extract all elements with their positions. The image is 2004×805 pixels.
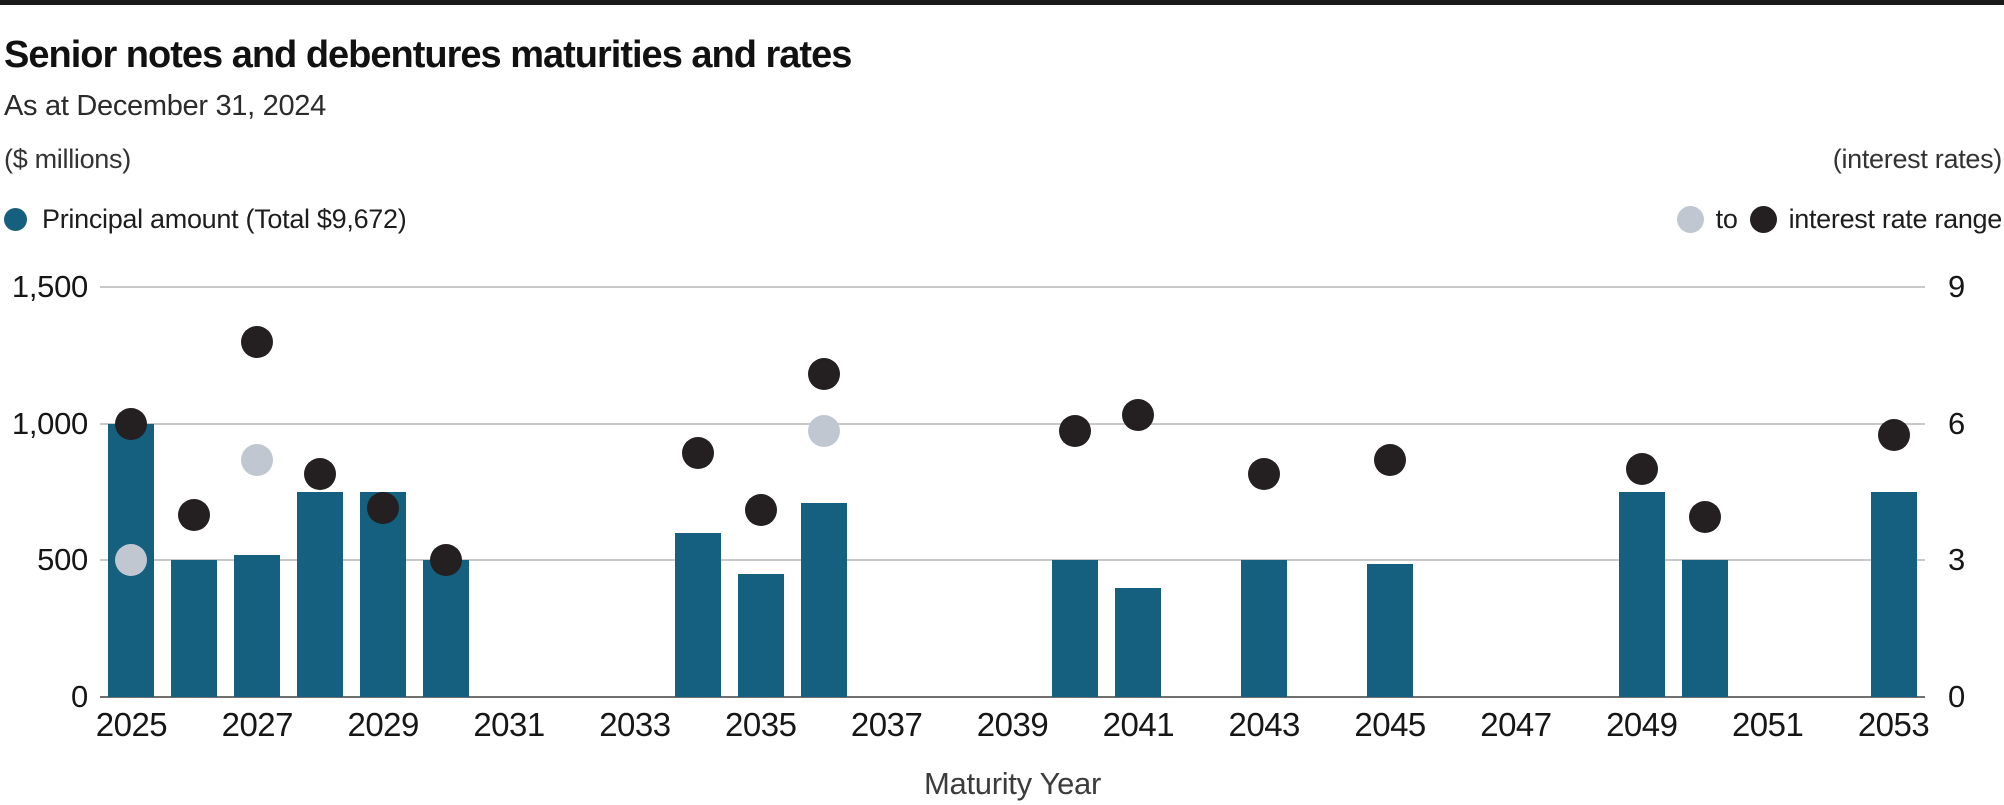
principal-bar-2053 [1870,492,1917,697]
rate-high-dot-2040 [1059,414,1092,447]
rate-high-dot-2050 [1688,501,1721,534]
left-tick-1000: 1,000 [11,405,88,441]
top-rule [0,0,2004,5]
x-tick-2053: 2053 [1857,706,1930,743]
principal-bar-2045 [1367,564,1414,697]
left-tick-0: 0 [71,679,88,714]
rate-high-dot-2030 [430,544,463,577]
legend-principal: Principal amount (Total $9,672) [4,204,407,235]
rate-high-dot-2027 [241,325,274,358]
principal-bar-2043 [1241,560,1288,697]
rate-high-legend-dot-icon [1749,206,1777,233]
x-tick-2039: 2039 [976,706,1049,743]
x-tick-2049: 2049 [1606,706,1678,743]
x-tick-2027: 2027 [221,706,294,743]
gridline [100,422,1925,425]
rate-high-dot-2028 [304,457,337,490]
principal-bar-2049 [1618,492,1665,697]
chart-subtitle: As at December 31, 2024 [4,90,326,122]
left-tick-1500: 1,500 [11,269,88,304]
rate-high-dot-2036 [807,357,840,390]
right-axis-unit: (interest rates) [1832,144,2003,174]
x-tick-2043: 2043 [1228,706,1301,743]
x-tick-2035: 2035 [725,706,797,743]
gridline [100,559,1925,562]
rate-high-dot-2034 [681,437,714,470]
rate-high-dot-2035 [744,494,777,527]
principal-bar-2028 [297,492,344,697]
principal-bar-2026 [171,560,218,697]
x-axis-baseline [100,696,1925,698]
rate-high-dot-2025 [115,407,148,440]
rate-low-dot-2025 [115,544,148,577]
principal-legend-dot-icon [4,208,27,231]
x-axis-tick-labels: 2025 2027 2029 2031 2033 2035 2037 2039 2041 2043… [96,706,1930,746]
principal-bar-2034 [674,533,721,697]
rate-legend-label: interest rate range [1788,204,2003,234]
x-tick-2051: 2051 [1731,706,1804,743]
right-tick-9: 9 [1948,269,1966,304]
principal-bar-2036 [800,502,847,697]
left-tick-500: 500 [37,542,88,578]
right-tick-3: 3 [1948,542,1966,578]
rate-high-dot-2053 [1877,419,1910,452]
chart-title: Senior notes and debentures maturities a… [4,34,852,76]
rate-high-dot-2041 [1122,398,1155,431]
gridline [100,286,1925,288]
x-tick-2045: 2045 [1354,706,1426,743]
rate-high-dot-2029 [367,491,400,524]
right-tick-6: 6 [1948,405,1966,441]
x-tick-2041: 2041 [1102,706,1175,743]
x-tick-2029: 2029 [347,706,419,743]
x-tick-2025: 2025 [95,706,168,743]
legend-interest-rate-range: to interest rate range [1676,204,2003,235]
x-tick-2033: 2033 [599,706,671,743]
rate-high-dot-2043 [1248,457,1281,490]
x-axis-title: Maturity Year [923,766,1102,801]
principal-legend-label: Principal amount (Total $9,672) [42,204,407,234]
x-tick-2031: 2031 [473,706,545,743]
principal-bar-2027 [234,554,281,697]
rate-high-dot-2045 [1374,444,1407,477]
rate-high-dot-2049 [1625,453,1658,486]
principal-bar-2041 [1115,587,1162,697]
left-axis-tick-labels: 0 500 1,000 1,500 [0,270,88,714]
principal-bar-2050 [1681,560,1728,697]
principal-bar-2040 [1052,560,1099,697]
right-axis-tick-labels: 0 3 6 9 [1948,270,2004,714]
rate-legend-to-label: to [1715,204,1738,234]
rate-high-dot-2026 [178,498,211,531]
x-tick-2047: 2047 [1480,706,1552,743]
plot-area [100,286,1925,698]
principal-bar-2029 [360,492,407,697]
right-tick-0: 0 [1948,679,1966,714]
left-axis-unit: ($ millions) [4,144,131,174]
rate-low-dot-2027 [241,444,274,477]
principal-bar-2030 [423,560,470,697]
rate-low-dot-2036 [807,414,840,447]
rate-low-legend-dot-icon [1676,206,1704,233]
x-tick-2037: 2037 [850,706,923,743]
principal-bar-2035 [737,574,784,697]
